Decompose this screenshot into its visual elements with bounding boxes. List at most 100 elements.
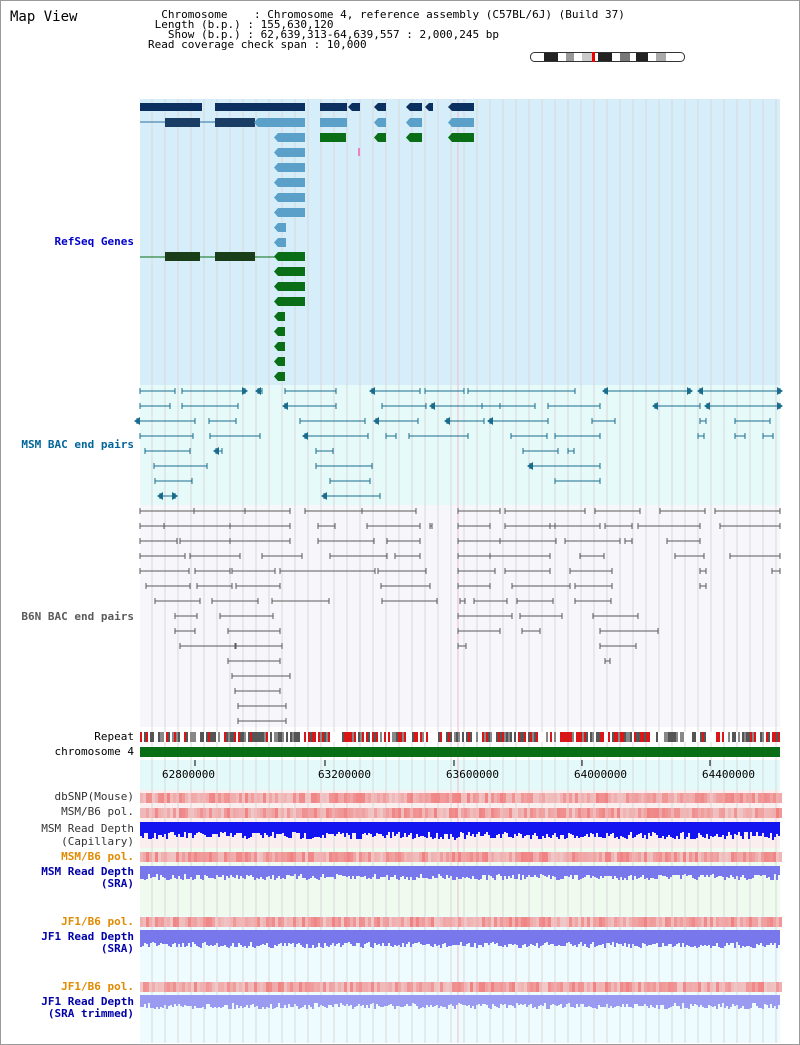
polymorphism-cell (185, 917, 188, 927)
read-depth-bar (304, 930, 306, 948)
polymorphism-cell (413, 808, 416, 818)
read-depth-bar (396, 930, 398, 946)
polymorphism-cell (755, 808, 758, 818)
read-depth-bar (624, 822, 626, 838)
read-depth-bar (178, 930, 180, 944)
read-depth-bar (144, 995, 146, 1004)
polymorphism-cell (395, 808, 398, 818)
polymorphism-cell (611, 982, 614, 992)
polymorphism-cell (386, 852, 389, 862)
read-depth-bar (210, 930, 212, 945)
read-depth-bar (522, 866, 524, 875)
read-depth-bar (262, 930, 264, 944)
b6n-bac-label[interactable]: B6N BAC end pairs (21, 610, 134, 623)
read-depth-bar (180, 930, 182, 947)
polymorphism-cell (347, 793, 350, 803)
read-depth-bar (588, 930, 590, 948)
read-depth-bar (576, 930, 578, 947)
polymorphism-cell (140, 852, 143, 862)
read-depth-bar (220, 866, 222, 877)
read-depth-bar (194, 866, 196, 879)
repeat-element (438, 732, 440, 742)
read-depth-bar (742, 930, 744, 946)
polymorphism-cell (644, 982, 647, 992)
gene-arrow (448, 118, 452, 127)
polymorphism-cell (575, 808, 578, 818)
polymorphism-cell (179, 793, 182, 803)
repeat-element (470, 732, 472, 742)
read-depth-bar (354, 995, 356, 1007)
polymorphism-cell (224, 793, 227, 803)
repeat-element (288, 732, 290, 742)
polymorphism-cell (329, 982, 332, 992)
read-depth-bar (638, 822, 640, 834)
polymorphism-cell (212, 852, 215, 862)
gene-block (278, 312, 285, 321)
polymorphism-cell (485, 852, 488, 862)
read-depth-bar (762, 822, 764, 833)
polymorphism-cell (263, 793, 266, 803)
read-depth-bar (258, 930, 260, 946)
polymorphism-cell (149, 793, 152, 803)
polymorphism-cell (209, 808, 212, 818)
repeat-element (382, 732, 384, 742)
read-depth-bar (346, 822, 348, 833)
read-depth-bar (146, 995, 148, 1008)
read-depth-bar (218, 866, 220, 877)
read-depth-bar (650, 822, 652, 836)
read-depth-bar (762, 995, 764, 1009)
read-depth-bar (456, 930, 458, 945)
repeat-element (662, 732, 664, 742)
read-depth-bar (530, 822, 532, 839)
refseq-genes-label[interactable]: RefSeq Genes (54, 235, 134, 248)
chromosome-value: Chromosome 4, reference assembly (C57BL/… (267, 8, 625, 21)
repeat-element (378, 732, 380, 742)
read-depth-bar (768, 866, 770, 877)
read-depth-bar (686, 822, 688, 837)
repeat-element (314, 732, 316, 742)
repeat-element (372, 732, 374, 742)
read-depth-bar (606, 866, 608, 876)
polymorphism-cell (431, 917, 434, 927)
polymorphism-cell (347, 852, 350, 862)
polymorphism-cell (272, 852, 275, 862)
read-depth-bar (340, 866, 342, 875)
polymorphism-cell (401, 852, 404, 862)
read-depth-bar (322, 822, 324, 835)
polymorphism-cell (248, 917, 251, 927)
polymorphism-cell (560, 793, 563, 803)
read-depth-bar (154, 822, 156, 833)
read-depth-bar (712, 995, 714, 1007)
read-depth-bar (272, 866, 274, 875)
read-depth-bar (730, 822, 732, 835)
read-depth-bar (654, 995, 656, 1008)
read-depth-bar (350, 930, 352, 944)
read-depth-bar (688, 822, 690, 833)
read-depth-bar (480, 995, 482, 1006)
polymorphism-cell (419, 808, 422, 818)
read-depth-bar (472, 995, 474, 1006)
read-depth-bar (530, 995, 532, 1004)
read-depth-bar (678, 822, 680, 839)
read-depth-bar (178, 822, 180, 834)
repeat-element (346, 732, 348, 742)
read-depth-bar (246, 930, 248, 948)
read-depth-bar (546, 930, 548, 942)
polymorphism-cell (455, 793, 458, 803)
read-depth-bar (738, 866, 740, 880)
polymorphism-cell (323, 982, 326, 992)
polymorphism-cell (578, 808, 581, 818)
read-depth-bar (202, 995, 204, 1007)
polymorphism-cell (548, 793, 551, 803)
read-depth-bar (664, 822, 666, 839)
chromosome-ideogram[interactable] (530, 52, 685, 62)
read-depth-bar (230, 930, 232, 946)
polymorphism-cell (587, 982, 590, 992)
read-depth-bar (614, 930, 616, 947)
read-depth-bar (712, 866, 714, 874)
read-depth-bar (160, 930, 162, 943)
msm-bac-label[interactable]: MSM BAC end pairs (21, 438, 134, 451)
read-depth-bar (574, 866, 576, 875)
read-depth-bar (494, 822, 496, 838)
